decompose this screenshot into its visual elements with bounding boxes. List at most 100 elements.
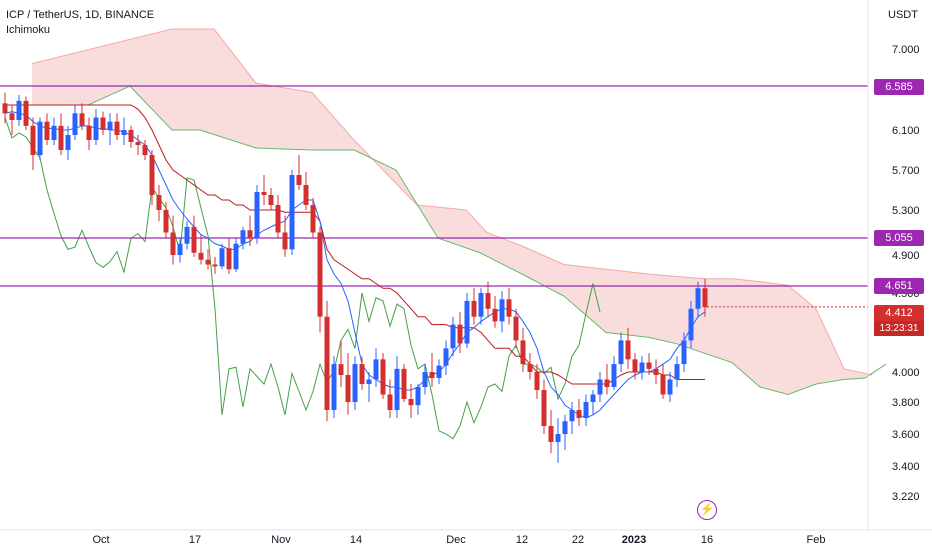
y-tick-label: 4.900 [892,250,920,262]
candle-body [226,248,232,270]
candle-body [471,300,477,317]
candle-body [184,226,190,244]
y-tick-label: 3.400 [892,461,920,473]
candle-body [23,100,29,126]
candle-body [429,372,435,378]
y-tick-label: 5.300 [892,205,920,217]
candle-body [464,300,470,344]
candle-body [359,364,365,384]
candle-body [534,372,540,390]
x-tick-label: 16 [701,534,713,546]
candle-body [674,364,680,380]
candle-body [303,185,309,205]
lightning-icon[interactable]: ⚡ [697,500,717,520]
candle-body [275,205,281,233]
candle-body [268,195,274,205]
candle-body [611,364,617,387]
candle-body [562,421,568,434]
y-tick-label: 6.100 [892,125,920,137]
candle-body [541,390,547,426]
candle-body [296,175,302,185]
candle-body [331,364,337,410]
candle-body [639,362,645,372]
y-tick-label: 3.600 [892,429,920,441]
y-tick-label: 4.000 [892,367,920,379]
candle-body [408,399,414,406]
candle-body [513,316,519,341]
candle-body [51,125,57,140]
candle-body [597,379,603,395]
candle-body [625,340,631,360]
candle-body [247,230,253,239]
candle-body [618,340,624,365]
candle-body [324,316,330,410]
x-tick-label: 14 [350,534,362,546]
candle-body [261,192,267,195]
candle-body [282,232,288,250]
senkou-span-b-line [31,28,873,376]
candle-body [254,192,260,239]
currency-label: USDT [888,9,918,21]
x-tick-label: 2023 [622,534,646,546]
candle-body [646,362,652,369]
last-price-tag: 4.412 [874,305,924,321]
candle-body [695,288,701,309]
candle-body [100,117,106,130]
candle-body [191,226,197,253]
candle-body [660,375,666,395]
candle-body [422,372,428,387]
candle-body [310,205,316,233]
candle-body [93,117,99,140]
symbol-title[interactable]: ICP / TetherUS, 1D, BINANCE [6,9,155,21]
kijun-sen-line [5,104,705,385]
x-tick-label: Nov [271,534,291,546]
chart-legend: ICP / TetherUS, 1D, BINANCE Ichimoku [6,8,154,38]
candle-body [506,299,512,317]
candle-body [114,121,120,135]
senkou-span-a-line [32,85,887,396]
candle-body [548,426,554,442]
candle-body [44,121,50,140]
candle-body [632,359,638,372]
ichimoku-cloud [32,29,886,395]
candle-body [583,402,589,418]
candle-body [345,375,351,402]
candle-body [37,121,43,155]
candle-body [366,379,372,384]
candle-body [72,113,78,135]
candle-body [352,364,358,402]
candle-body [380,359,386,395]
candle-body [163,210,169,233]
candle-body [457,324,463,344]
candle-body [219,248,225,267]
candle-body [436,365,442,378]
x-tick-label: Feb [807,534,826,546]
candle-body [415,387,421,406]
candle-body [576,410,582,418]
candle-body [387,394,393,410]
candle-body [667,379,673,395]
x-tick-label: 12 [516,534,528,546]
candle-body [128,130,134,142]
candle-body [121,130,127,135]
y-tick-label: 7.000 [892,44,920,56]
candle-body [289,175,295,250]
level-tag-4651: 4.651 [874,278,924,294]
x-tick-label: 22 [572,534,584,546]
candle-body [170,232,176,255]
candle-body [107,121,113,130]
indicator-label[interactable]: Ichimoku [6,24,51,36]
candle-body [212,264,218,267]
candle-body [373,359,379,380]
candle-body [702,288,708,308]
candle-body [317,232,323,317]
y-tick-label: 5.700 [892,165,920,177]
candle-body [555,434,561,442]
candle-body [149,155,155,195]
candle-body [478,293,484,317]
candle-body [485,293,491,309]
level-tag-6585: 6.585 [874,79,924,95]
candle-body [401,368,407,399]
candle-body [177,243,183,255]
